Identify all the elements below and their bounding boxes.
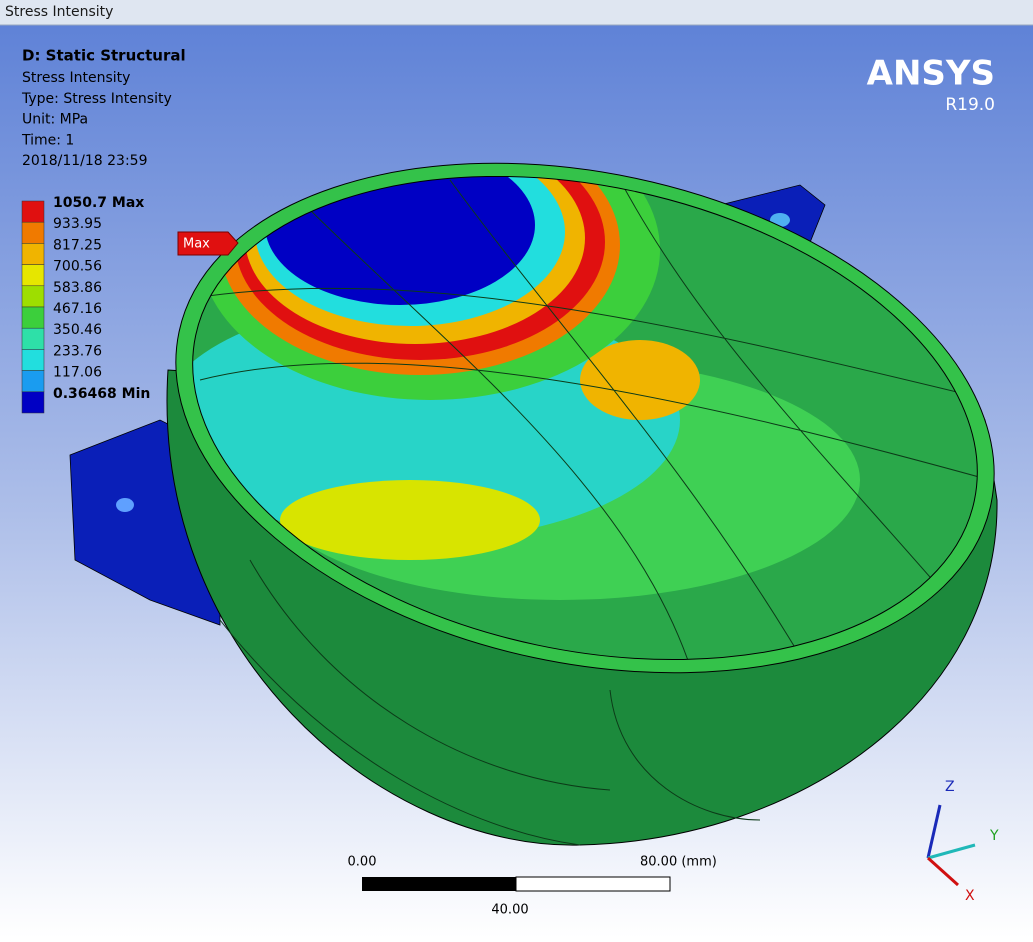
- legend-swatch: [21, 264, 45, 287]
- header-line: Time: 1: [21, 132, 74, 148]
- mesh-lines: [219, 559, 761, 846]
- scale-end: 80.00 (mm): [640, 855, 717, 870]
- legend-label: 933.95: [53, 216, 102, 232]
- header-title: D: Static Structural: [22, 47, 186, 65]
- axis-z-label: Z: [945, 779, 955, 795]
- probe-label: Max: [183, 237, 210, 252]
- legend-swatch: [21, 221, 45, 244]
- legend-swatch: [21, 391, 45, 414]
- legend-swatch: [21, 306, 45, 329]
- axis-x: [926, 856, 960, 887]
- header-line: Type: Stress Intensity: [21, 91, 172, 107]
- scale-start: 0.00: [348, 855, 377, 870]
- legend-label: 467.16: [53, 301, 102, 317]
- axis-z: [926, 804, 942, 859]
- legend-label: 233.76: [53, 343, 102, 359]
- max-probe: [177, 231, 239, 256]
- window-title: Stress Intensity: [5, 4, 113, 20]
- band: [580, 340, 700, 420]
- band: [280, 480, 540, 560]
- scale-bar-dark: [362, 877, 516, 891]
- legend-swatch: [21, 370, 45, 393]
- header-line: Unit: MPa: [22, 112, 88, 128]
- legend-label: 1050.7 Max: [53, 195, 144, 211]
- title-bar: [0, 0, 1033, 25]
- legend-swatch: [21, 243, 45, 265]
- axis-x-label: X: [965, 888, 975, 904]
- legend-label: 817.25: [53, 237, 102, 253]
- axis-y: [927, 843, 976, 860]
- inner-rim: [192, 175, 978, 661]
- legend-swatch: [21, 349, 45, 371]
- legend-swatch: [21, 285, 45, 308]
- header-line: 2018/11/18 23:59: [22, 153, 148, 169]
- legend-label: 700.56: [53, 259, 102, 275]
- brand-name: ANSYS: [867, 54, 995, 94]
- scale-middle: 40.00: [491, 903, 528, 918]
- lug-hole: [116, 498, 134, 512]
- header-line: Stress Intensity: [22, 70, 130, 86]
- legend-swatch: [21, 327, 45, 350]
- brand-version: R19.0: [945, 95, 995, 115]
- mesh-lines: [179, 179, 991, 701]
- legend-label: 117.06: [53, 365, 102, 381]
- axis-y-label: Y: [989, 828, 999, 844]
- scale-bar-light: [515, 876, 671, 892]
- legend-label: 350.46: [53, 322, 102, 338]
- legend-label: 0.36468 Min: [53, 386, 150, 402]
- legend-label: 583.86: [53, 280, 102, 296]
- legend-swatch: [21, 200, 45, 223]
